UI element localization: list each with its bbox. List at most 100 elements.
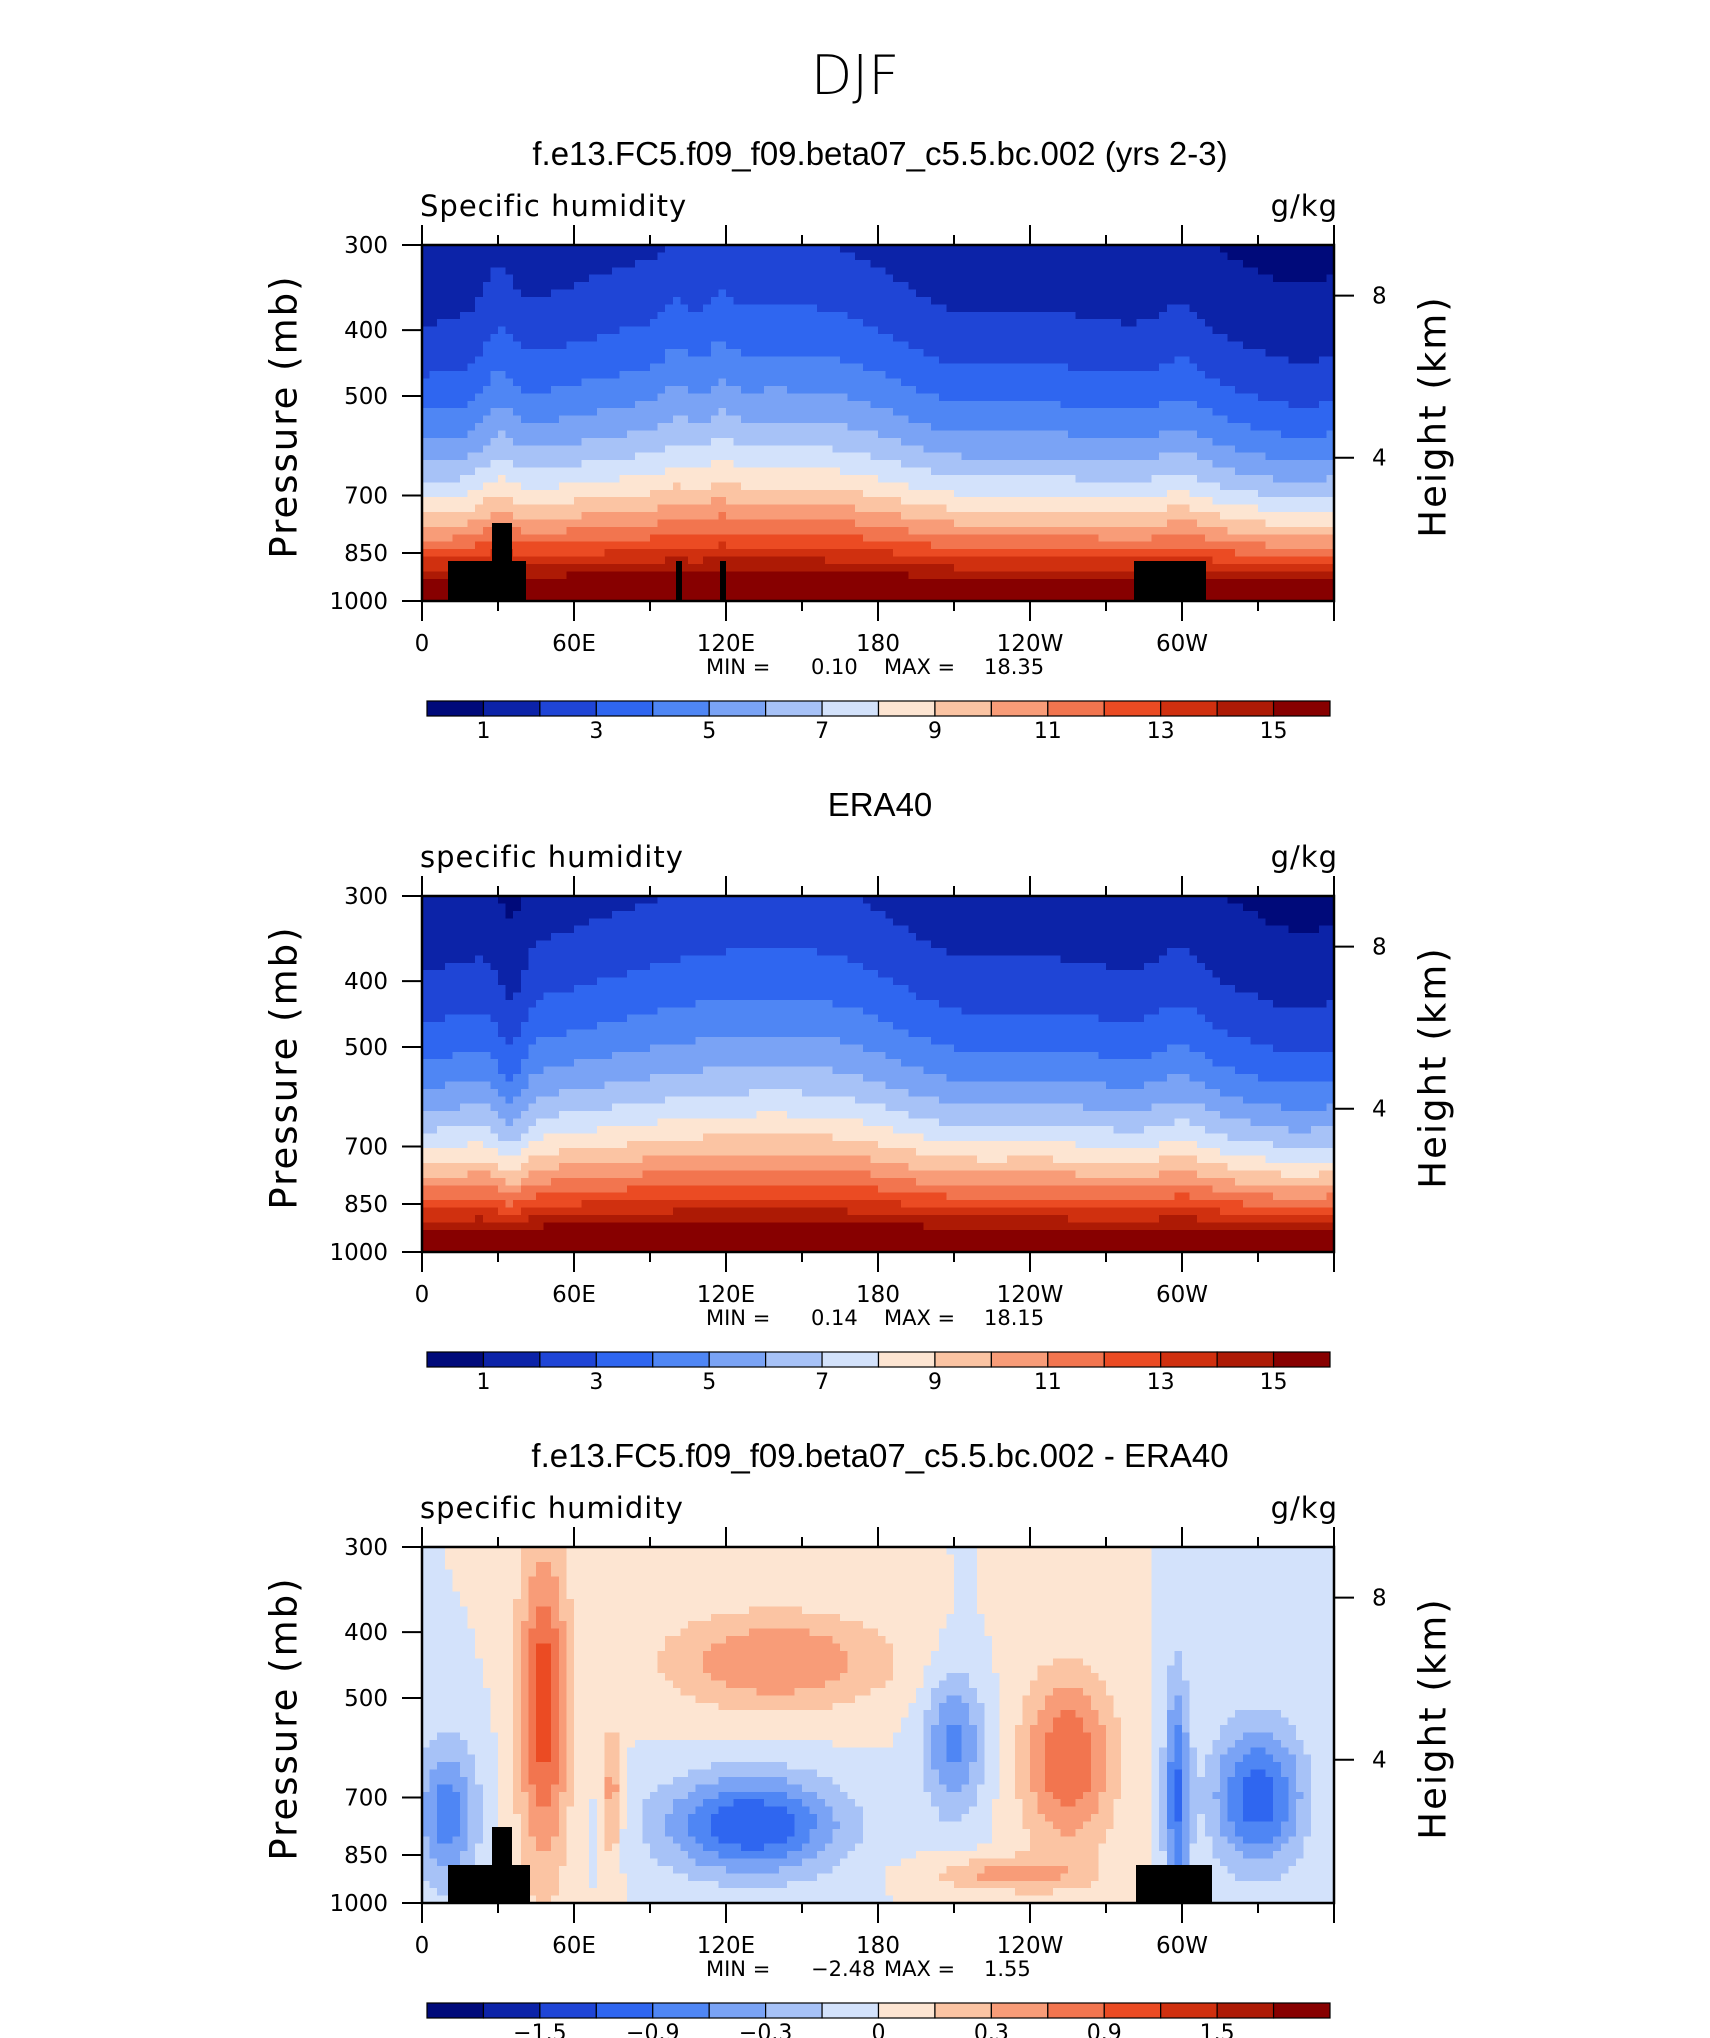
field-cell xyxy=(1106,452,1115,461)
field-cell xyxy=(1296,415,1305,424)
field-cell xyxy=(467,282,476,291)
field-cell xyxy=(1075,423,1084,432)
field-cell xyxy=(703,526,712,535)
field-cell xyxy=(1220,259,1229,268)
field-cell xyxy=(619,534,628,543)
field-cell xyxy=(498,423,507,432)
field-cell xyxy=(794,497,803,506)
field-cell xyxy=(566,341,575,350)
field-cell xyxy=(604,445,613,454)
field-cell xyxy=(718,541,727,550)
field-cell xyxy=(437,252,446,261)
field-cell xyxy=(1326,304,1335,313)
field-cell xyxy=(1182,259,1191,268)
field-cell xyxy=(1189,378,1198,387)
field-cell xyxy=(771,534,780,543)
field-cell xyxy=(893,289,902,298)
field-cell xyxy=(520,512,529,521)
field-cell xyxy=(589,423,598,432)
field-cell xyxy=(855,415,864,424)
field-cell xyxy=(999,445,1008,454)
field-cell xyxy=(1075,408,1084,417)
field-cell xyxy=(1159,415,1168,424)
field-cell xyxy=(1189,252,1198,261)
field-cell xyxy=(771,452,780,461)
field-cell xyxy=(505,363,514,372)
field-cell xyxy=(1106,304,1115,313)
field-cell xyxy=(444,274,453,283)
field-cell xyxy=(1128,489,1137,498)
field-cell xyxy=(809,549,818,558)
field-cell xyxy=(1098,296,1107,305)
field-cell xyxy=(1014,526,1023,535)
field-cell xyxy=(1288,393,1297,402)
field-cell xyxy=(1189,259,1198,268)
field-cell xyxy=(695,296,704,305)
field-cell xyxy=(1030,385,1039,394)
field-cell xyxy=(1106,348,1115,357)
field-cell xyxy=(444,423,453,432)
field-cell xyxy=(1075,467,1084,476)
field-cell xyxy=(574,549,583,558)
field-cell xyxy=(452,289,461,298)
field-cell xyxy=(551,348,560,357)
field-cell xyxy=(756,534,765,543)
field-cell xyxy=(581,363,590,372)
field-cell xyxy=(1311,326,1320,335)
field-cell xyxy=(764,319,773,328)
field-cell xyxy=(1014,467,1023,476)
field-cell xyxy=(680,504,689,513)
field-cell xyxy=(908,267,917,276)
field-cell xyxy=(688,474,697,483)
field-cell xyxy=(1220,497,1229,506)
field-cell xyxy=(665,252,674,261)
field-cell xyxy=(558,393,567,402)
field-cell xyxy=(650,504,659,513)
field-cell xyxy=(1045,430,1054,439)
field-cell xyxy=(1030,430,1039,439)
field-cell xyxy=(1083,467,1092,476)
field-cell xyxy=(612,282,621,291)
field-cell xyxy=(543,467,552,476)
field-cell xyxy=(862,504,871,513)
field-cell xyxy=(1189,296,1198,305)
field-cell xyxy=(1030,289,1039,298)
field-cell xyxy=(1242,460,1251,469)
field-cell xyxy=(475,400,484,409)
field-cell xyxy=(703,259,712,268)
field-cell xyxy=(1068,519,1077,528)
field-cell xyxy=(710,385,719,394)
field-cell xyxy=(764,334,773,343)
field-cell xyxy=(627,504,636,513)
field-cell xyxy=(1242,408,1251,417)
field-cell xyxy=(718,378,727,387)
field-cell xyxy=(566,445,575,454)
field-cell xyxy=(824,252,833,261)
field-cell xyxy=(634,385,643,394)
field-cell xyxy=(1037,296,1046,305)
field-cell xyxy=(893,467,902,476)
field-cell xyxy=(513,348,522,357)
field-cell xyxy=(581,534,590,543)
field-cell xyxy=(961,289,970,298)
field-cell xyxy=(794,259,803,268)
field-cell xyxy=(703,408,712,417)
field-cell xyxy=(1060,363,1069,372)
field-cell xyxy=(726,289,735,298)
field-cell xyxy=(1045,489,1054,498)
field-cell xyxy=(1113,252,1122,261)
field-cell xyxy=(779,274,788,283)
field-cell xyxy=(634,423,643,432)
field-cell xyxy=(847,259,856,268)
field-cell xyxy=(1075,311,1084,320)
field-cell xyxy=(870,371,879,380)
field-cell xyxy=(475,489,484,498)
field-cell xyxy=(1280,460,1289,469)
field-cell xyxy=(1250,489,1259,498)
field-cell xyxy=(513,393,522,402)
field-cell xyxy=(1075,363,1084,372)
field-cell xyxy=(566,534,575,543)
field-cell xyxy=(923,526,932,535)
field-cell xyxy=(1303,519,1312,528)
field-cell xyxy=(665,378,674,387)
